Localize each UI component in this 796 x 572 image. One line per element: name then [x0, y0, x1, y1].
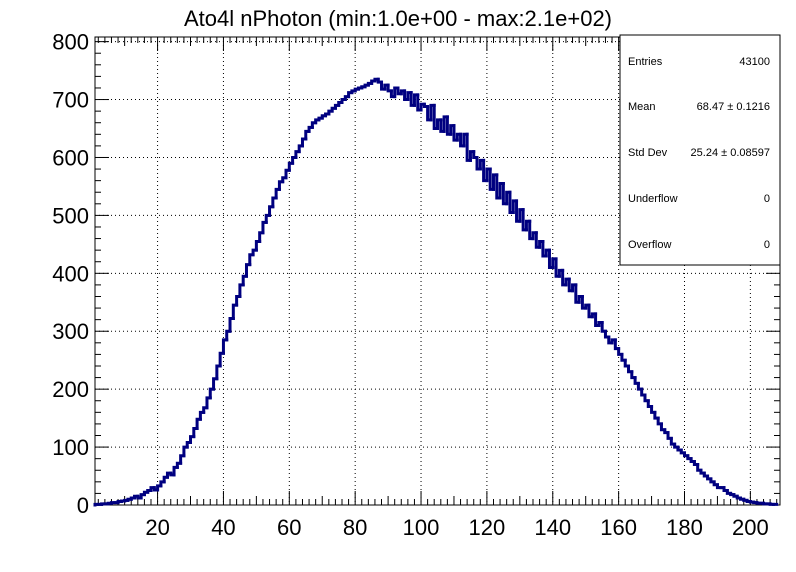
- stats-underflow-value: 0: [764, 193, 770, 205]
- plot-frame: [94, 36, 781, 506]
- y-tick-label: 100: [52, 435, 89, 460]
- chart-title: Ato4l nPhoton (min:1.0e+00 - max:2.1e+02…: [184, 6, 612, 31]
- y-tick-label: 300: [52, 319, 89, 344]
- x-tick-label: 180: [666, 515, 703, 540]
- stats-box-frame: [619, 34, 781, 266]
- x-tick-label: 140: [534, 515, 571, 540]
- x-tick-label: 60: [277, 515, 301, 540]
- stats-box: Entries 43100 Mean 68.47 ± 0.1216 Std De…: [619, 34, 781, 266]
- x-tick-label: 80: [343, 515, 367, 540]
- stats-mean-value: 68.47 ± 0.1216: [697, 101, 770, 113]
- stats-stddev-label: Std Dev: [628, 147, 668, 159]
- stats-overflow-label: Overflow: [628, 239, 671, 251]
- stats-entries-value: 43100: [739, 56, 770, 68]
- x-tick-label: 40: [211, 515, 235, 540]
- y-tick-label: 600: [52, 145, 89, 170]
- y-tick-label: 700: [52, 88, 89, 113]
- x-tick-label: 160: [600, 515, 637, 540]
- x-tick-label: 120: [469, 515, 506, 540]
- x-tick-label: 200: [732, 515, 769, 540]
- stats-entries-label: Entries: [628, 56, 663, 68]
- histogram-bars: [93, 77, 779, 507]
- stats-mean-label: Mean: [628, 101, 656, 113]
- stats-overflow-value: 0: [764, 239, 770, 251]
- x-tick-label: 20: [145, 515, 169, 540]
- stats-stddev-value: 25.24 ± 0.08597: [691, 147, 770, 159]
- stats-underflow-label: Underflow: [628, 193, 678, 205]
- y-tick-label: 800: [52, 30, 89, 55]
- x-tick-label: 100: [403, 515, 440, 540]
- y-tick-label: 400: [52, 261, 89, 286]
- y-tick-label: 200: [52, 377, 89, 402]
- y-tick-label: 0: [77, 493, 89, 518]
- y-tick-label: 500: [52, 203, 89, 228]
